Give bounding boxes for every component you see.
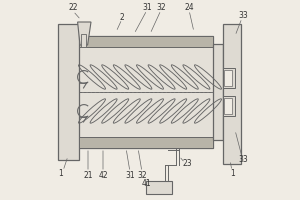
- Bar: [79, 47, 213, 137]
- Bar: [224, 98, 232, 114]
- Bar: [79, 36, 213, 47]
- Text: 22: 22: [68, 3, 78, 12]
- Text: 31: 31: [142, 3, 152, 12]
- Bar: [146, 181, 172, 194]
- Text: 32: 32: [137, 171, 147, 180]
- Bar: [58, 24, 79, 160]
- Text: 24: 24: [184, 3, 194, 12]
- Polygon shape: [78, 22, 91, 45]
- Bar: [223, 24, 241, 164]
- Bar: [224, 70, 232, 86]
- Text: 1: 1: [231, 170, 236, 178]
- Text: 42: 42: [98, 171, 108, 180]
- Text: 32: 32: [156, 3, 166, 12]
- Text: 33: 33: [238, 11, 248, 21]
- Text: 33: 33: [238, 156, 248, 164]
- Bar: [223, 96, 235, 116]
- Text: 21: 21: [83, 171, 93, 180]
- Bar: [81, 34, 86, 47]
- Bar: [79, 137, 213, 148]
- Text: 23: 23: [182, 160, 192, 168]
- Bar: [223, 68, 235, 88]
- Text: 31: 31: [125, 171, 135, 180]
- Text: 1: 1: [58, 170, 63, 178]
- Text: 41: 41: [141, 180, 151, 188]
- Bar: [213, 44, 223, 140]
- Bar: [79, 36, 213, 148]
- Text: 2: 2: [120, 14, 124, 22]
